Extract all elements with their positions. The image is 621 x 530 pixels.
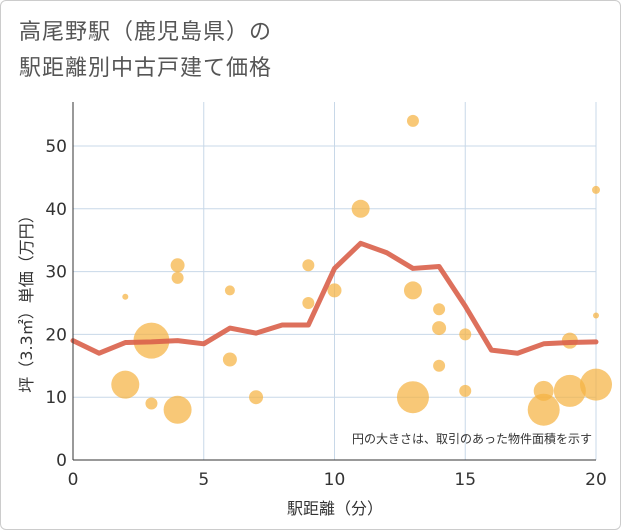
- y-tick-label: 40: [45, 200, 67, 220]
- x-tick-label: 20: [585, 470, 607, 490]
- bubble-point: [222, 352, 237, 367]
- bubble-point: [171, 271, 184, 284]
- bubble-point: [396, 381, 429, 414]
- chart-title-line2: 駅距離別中古戸建て価格: [19, 56, 273, 81]
- bubble-point: [249, 390, 264, 405]
- bubble-point: [224, 285, 235, 296]
- chart-title: 高尾野駅（鹿児島県）の 駅距離別中古戸建て価格: [19, 15, 272, 87]
- bubble-point: [111, 370, 140, 399]
- bubble-point: [170, 258, 185, 273]
- bubble-point: [432, 321, 447, 336]
- bubble-point: [593, 312, 599, 319]
- y-tick-label: 50: [45, 137, 67, 157]
- y-tick-label: 20: [45, 325, 67, 345]
- bubble-size-note: 円の大きさは、取引のあった物件面積を示す: [352, 431, 592, 446]
- axes: [72, 102, 596, 461]
- bubble-series: [111, 114, 612, 426]
- bubble-point: [122, 293, 129, 300]
- bubble-point: [527, 393, 560, 426]
- bubble-point: [351, 199, 370, 218]
- x-tick-label: 10: [324, 470, 346, 490]
- x-axis-title: 駅距離（分）: [287, 499, 383, 518]
- x-tick-label: 0: [68, 470, 79, 490]
- bubble-point: [327, 283, 342, 298]
- y-tick-label: 30: [45, 263, 67, 283]
- bubble-point: [302, 259, 315, 272]
- bubble-point: [580, 368, 612, 401]
- x-tick-label: 15: [454, 470, 476, 490]
- y-tick-label: 0: [56, 451, 67, 471]
- bubble-point: [403, 281, 422, 300]
- chart-title-line1: 高尾野駅（鹿児島県）の: [19, 20, 273, 45]
- x-tick-label: 5: [198, 470, 209, 490]
- bubble-point: [406, 114, 419, 127]
- bubble-point: [433, 303, 446, 316]
- bubble-point: [145, 397, 158, 410]
- bubble-point: [553, 374, 586, 407]
- y-axis-title: 坪（3.3㎡）単価（万円）: [17, 207, 36, 392]
- bubble-point: [302, 296, 315, 309]
- bubble-point: [163, 395, 192, 424]
- bubble-point: [459, 384, 472, 397]
- tick-labels: 0 10 20 30 40 50 0 5 10 15 20: [45, 137, 606, 490]
- y-tick-label: 10: [45, 388, 67, 408]
- average-price-line: [70, 240, 599, 356]
- bubble-point: [433, 359, 446, 372]
- bubble-point: [592, 185, 600, 194]
- bubble-point: [459, 328, 472, 341]
- average-line-series: [70, 240, 599, 356]
